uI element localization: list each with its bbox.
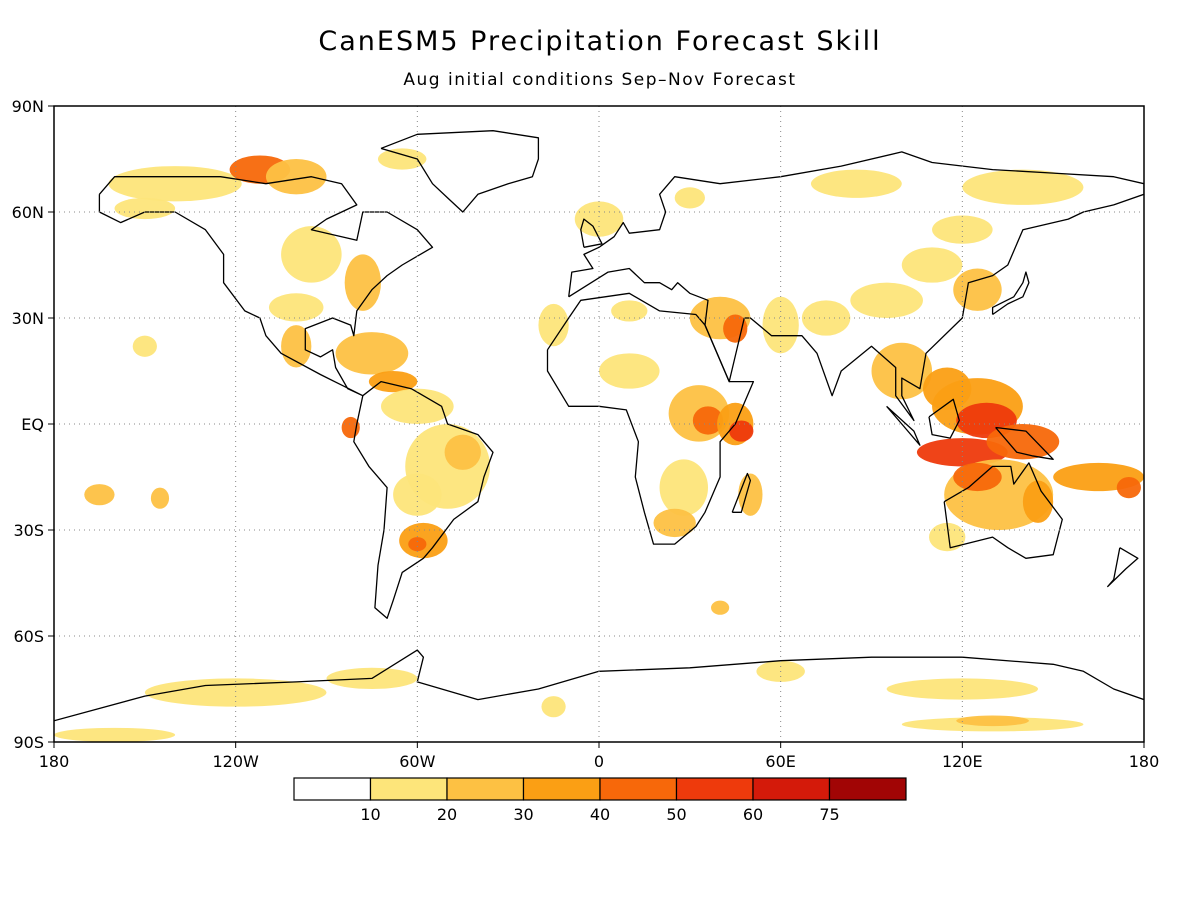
skill-patch [711, 600, 730, 615]
skill-patch [84, 484, 115, 506]
skill-patch [932, 215, 993, 244]
skill-patch [801, 300, 851, 336]
colorbar-label: 60 [743, 805, 763, 824]
skill-patch [659, 459, 708, 516]
colorbar-label: 50 [666, 805, 686, 824]
lat-tick-label: EQ [21, 415, 44, 434]
skill-patch [268, 293, 324, 322]
skill-patch [408, 537, 427, 552]
colorbar-box [828, 777, 907, 801]
skill-patch [344, 254, 382, 311]
coastlines [54, 130, 1144, 722]
colorbar-box [446, 777, 525, 801]
colorbar-box [675, 777, 754, 801]
skill-patch [810, 169, 902, 198]
lon-tick-label: 120E [942, 752, 983, 771]
skill-patch [150, 487, 170, 509]
skill-patch [738, 473, 763, 516]
skill-patch [444, 434, 481, 470]
skill-patch [674, 187, 705, 209]
lat-tick-label: 60S [13, 627, 44, 646]
coastline-japan [991, 271, 1030, 316]
skill-patch [335, 332, 409, 375]
colorbar: 10 20 30 40 50 60 75 [293, 777, 907, 824]
coastline-borneo [928, 398, 960, 439]
colorbar-label: 10 [360, 805, 380, 824]
skill-patch [144, 678, 327, 707]
coastline-madagascar [731, 472, 752, 513]
skill-patch [393, 473, 442, 516]
skill-patch [599, 353, 660, 389]
skill-patch [653, 508, 696, 538]
skill-patch [901, 247, 963, 283]
lon-tick-label: 120W [212, 752, 259, 771]
skill-patch [574, 201, 624, 237]
skill-patch [611, 300, 648, 322]
map-subtitle: Aug initial conditions Sep–Nov Forecast [403, 70, 797, 90]
skill-patch [729, 420, 754, 442]
skill-patch [281, 226, 342, 283]
skill-patch [377, 148, 427, 170]
skill-patch [692, 406, 724, 435]
skill-patch [762, 296, 799, 354]
coastline-north-america [98, 176, 434, 397]
coastline-new-guinea [995, 426, 1054, 460]
lat-tick-label: 60N [12, 203, 44, 222]
skill-patch [962, 169, 1084, 205]
map-title: CanESM5 Precipitation Forecast Skill [318, 26, 882, 57]
colorbar-label: 75 [819, 805, 839, 824]
skill-shading [54, 148, 1144, 742]
coastline-new-zealand [1107, 547, 1139, 588]
skill-patch [929, 522, 966, 552]
coastline-greenland [380, 130, 540, 213]
lon-tick-label: 60E [765, 752, 795, 771]
skill-patch [953, 462, 1002, 492]
colorbar-box [752, 777, 831, 801]
skill-patch [132, 335, 157, 357]
lon-tick-label: 0 [594, 752, 604, 771]
coastline-australia [943, 462, 1063, 559]
skill-patch [1116, 477, 1141, 499]
coastline-great-britain [580, 218, 603, 248]
coastline-south-america [353, 380, 494, 619]
skill-patch [723, 314, 748, 343]
skill-patch [54, 727, 176, 742]
skill-patch [541, 696, 566, 718]
skill-patch [108, 166, 242, 202]
colorbar-label: 30 [513, 805, 533, 824]
lon-tick-label: 60W [399, 752, 435, 771]
colorbar-box [599, 777, 678, 801]
lat-tick-label: 30N [12, 309, 44, 328]
skill-patch [538, 303, 569, 347]
graticule [54, 106, 1144, 742]
skill-patch [1022, 480, 1054, 523]
colorbar-box [522, 777, 601, 801]
coastline-eurasia [568, 151, 1144, 422]
colorbar-label: 40 [590, 805, 610, 824]
lat-tick-label: 30S [13, 521, 44, 540]
coastline-antarctica [54, 649, 1144, 722]
skill-patch [886, 678, 1039, 700]
colorbar-box [293, 777, 372, 801]
skill-patch [956, 715, 1029, 727]
skill-patch [265, 159, 327, 195]
skill-patch [114, 197, 176, 220]
colorbar-box [369, 777, 448, 801]
skill-patch [871, 342, 933, 400]
lon-tick-label: 180 [1129, 752, 1160, 771]
skill-patch [850, 282, 923, 319]
lat-tick-label: 90S [13, 733, 44, 752]
coastline-sumatra [886, 405, 921, 446]
skill-patch [986, 424, 1060, 460]
colorbar-label: 20 [437, 805, 457, 824]
skill-patch [916, 438, 1008, 467]
lon-tick-label: 180 [39, 752, 70, 771]
lat-tick-label: 90N [12, 97, 44, 116]
coastline-africa [546, 292, 755, 545]
